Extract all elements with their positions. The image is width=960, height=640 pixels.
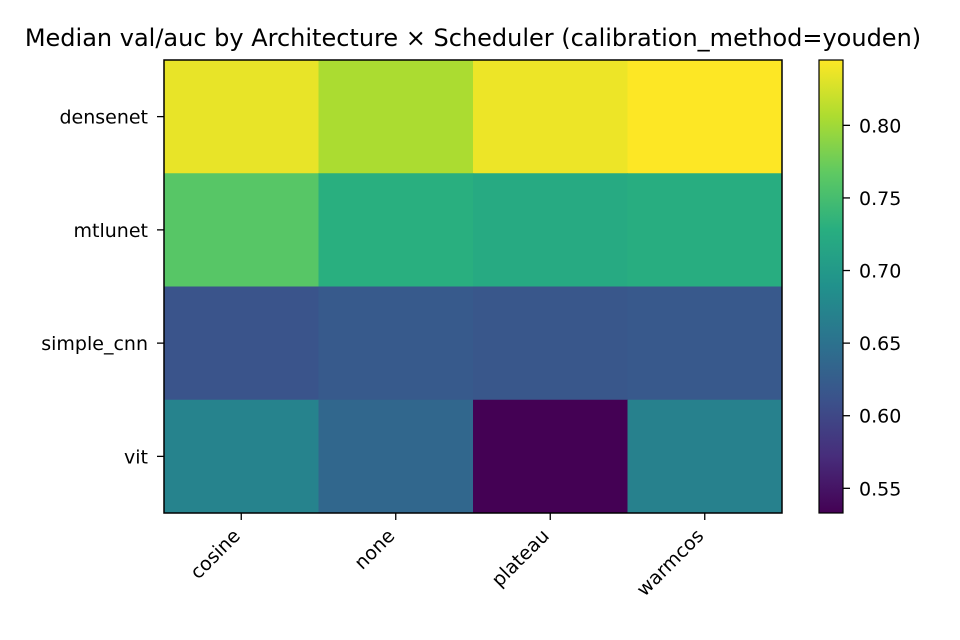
colorbar-tick-label: 0.55 [859, 478, 901, 500]
y-tick-label-vit: vit [124, 446, 148, 468]
colorbar-tick-label: 0.80 [859, 115, 901, 137]
heatmap-cell-mtlunet-plateau [473, 173, 628, 287]
heatmap-cells [164, 60, 783, 514]
heatmap-cell-vit-warmcos [627, 399, 783, 514]
x-tick-label-plateau: plateau [487, 525, 553, 591]
x-tick-label-none: none [350, 525, 399, 574]
heatmap-cell-simple_cnn-cosine [164, 286, 319, 401]
y-tick-label-simple_cnn: simple_cnn [41, 333, 148, 355]
colorbar-tick-label: 0.70 [859, 261, 901, 283]
colorbar-tick-label: 0.65 [859, 333, 901, 355]
colorbar-tick-label: 0.75 [859, 188, 901, 210]
heatmap-cell-mtlunet-cosine [164, 173, 319, 287]
heatmap-cell-densenet-cosine [164, 60, 319, 174]
heatmap-cell-densenet-none [318, 60, 474, 174]
x-tick-label-cosine: cosine [186, 525, 245, 584]
x-tick-label-warmcos: warmcos [633, 525, 709, 601]
colorbar [818, 59, 844, 514]
y-tick-label-densenet: densenet [59, 107, 148, 129]
heatmap-cell-simple_cnn-none [318, 286, 474, 401]
heatmap-cell-vit-none [318, 399, 474, 514]
heatmap-cell-vit-cosine [164, 399, 319, 514]
plot-frame [163, 59, 783, 514]
colorbar-axis: 0.55 0.60 0.65 0.70 0.75 0.80 [843, 115, 901, 500]
y-tick-label-mtlunet: mtlunet [74, 220, 148, 242]
colorbar-tick-label: 0.60 [859, 406, 901, 428]
heatmap-cell-mtlunet-warmcos [627, 173, 783, 287]
heatmap-cell-densenet-warmcos [627, 60, 783, 174]
x-axis: cosine none plateau warmcos [186, 513, 708, 601]
heatmap-cell-simple_cnn-plateau [473, 286, 628, 401]
chart-title: Median val/auc by Architecture × Schedul… [25, 24, 921, 52]
heatmap-cell-vit-plateau [473, 399, 628, 514]
heatmap-cell-simple_cnn-warmcos [627, 286, 783, 401]
heatmap-cell-densenet-plateau [473, 60, 628, 174]
heatmap-cell-mtlunet-none [318, 173, 474, 287]
